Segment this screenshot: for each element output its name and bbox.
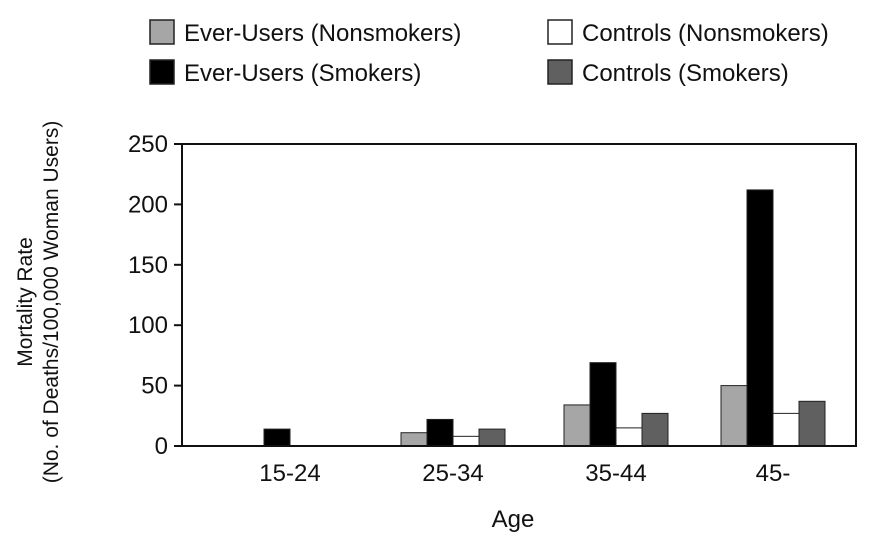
y-tick-label: 150: [128, 252, 168, 279]
y-axis-label: Mortality Rate (No. of Deaths/100,000 Wo…: [14, 121, 63, 484]
y-tick-label: 250: [128, 131, 168, 158]
bar: [263, 428, 291, 447]
x-tick-label: 35-44: [585, 460, 646, 487]
y-ticks: 0 50 100 150 200 250: [128, 131, 182, 460]
x-ticks: 15-24 25-34 35-44 45-: [259, 460, 790, 487]
legend: Ever-Users (Nonsmokers) Ever-Users (Smoke…: [149, 19, 829, 87]
bar: [615, 427, 643, 447]
x-tick-label: 25-34: [422, 460, 483, 487]
y-tick-label: 100: [128, 312, 168, 339]
y-axis-label-line2: (No. of Deaths/100,000 Woman Users): [40, 121, 63, 484]
y-axis-label-line1: Mortality Rate: [14, 237, 37, 367]
bar: [478, 428, 506, 447]
bar: [400, 432, 428, 447]
legend-swatch: [149, 19, 175, 45]
x-axis-label: Age: [492, 506, 535, 533]
bar: [798, 400, 826, 447]
x-tick-label: 15-24: [259, 460, 320, 487]
bar: [452, 435, 480, 447]
y-tick-label: 50: [141, 373, 168, 400]
bar: [589, 362, 617, 447]
bar: [426, 418, 454, 447]
bar: [720, 385, 748, 447]
bar: [641, 412, 669, 447]
legend-label: Ever-Users (Smokers): [184, 60, 421, 87]
y-tick-label: 0: [155, 433, 168, 460]
legend-swatch: [547, 19, 573, 45]
legend-label: Ever-Users (Nonsmokers): [184, 20, 461, 47]
bar: [772, 412, 800, 447]
y-tick-label: 200: [128, 191, 168, 218]
bar: [746, 189, 774, 447]
legend-swatch: [149, 59, 175, 85]
legend-label: Controls (Nonsmokers): [582, 20, 829, 47]
bars: [263, 189, 826, 447]
legend-label: Controls (Smokers): [582, 60, 789, 87]
legend-swatch: [547, 59, 573, 85]
bar: [563, 404, 591, 447]
plot-frame: [181, 143, 857, 447]
x-tick-label: 45-: [756, 460, 791, 487]
